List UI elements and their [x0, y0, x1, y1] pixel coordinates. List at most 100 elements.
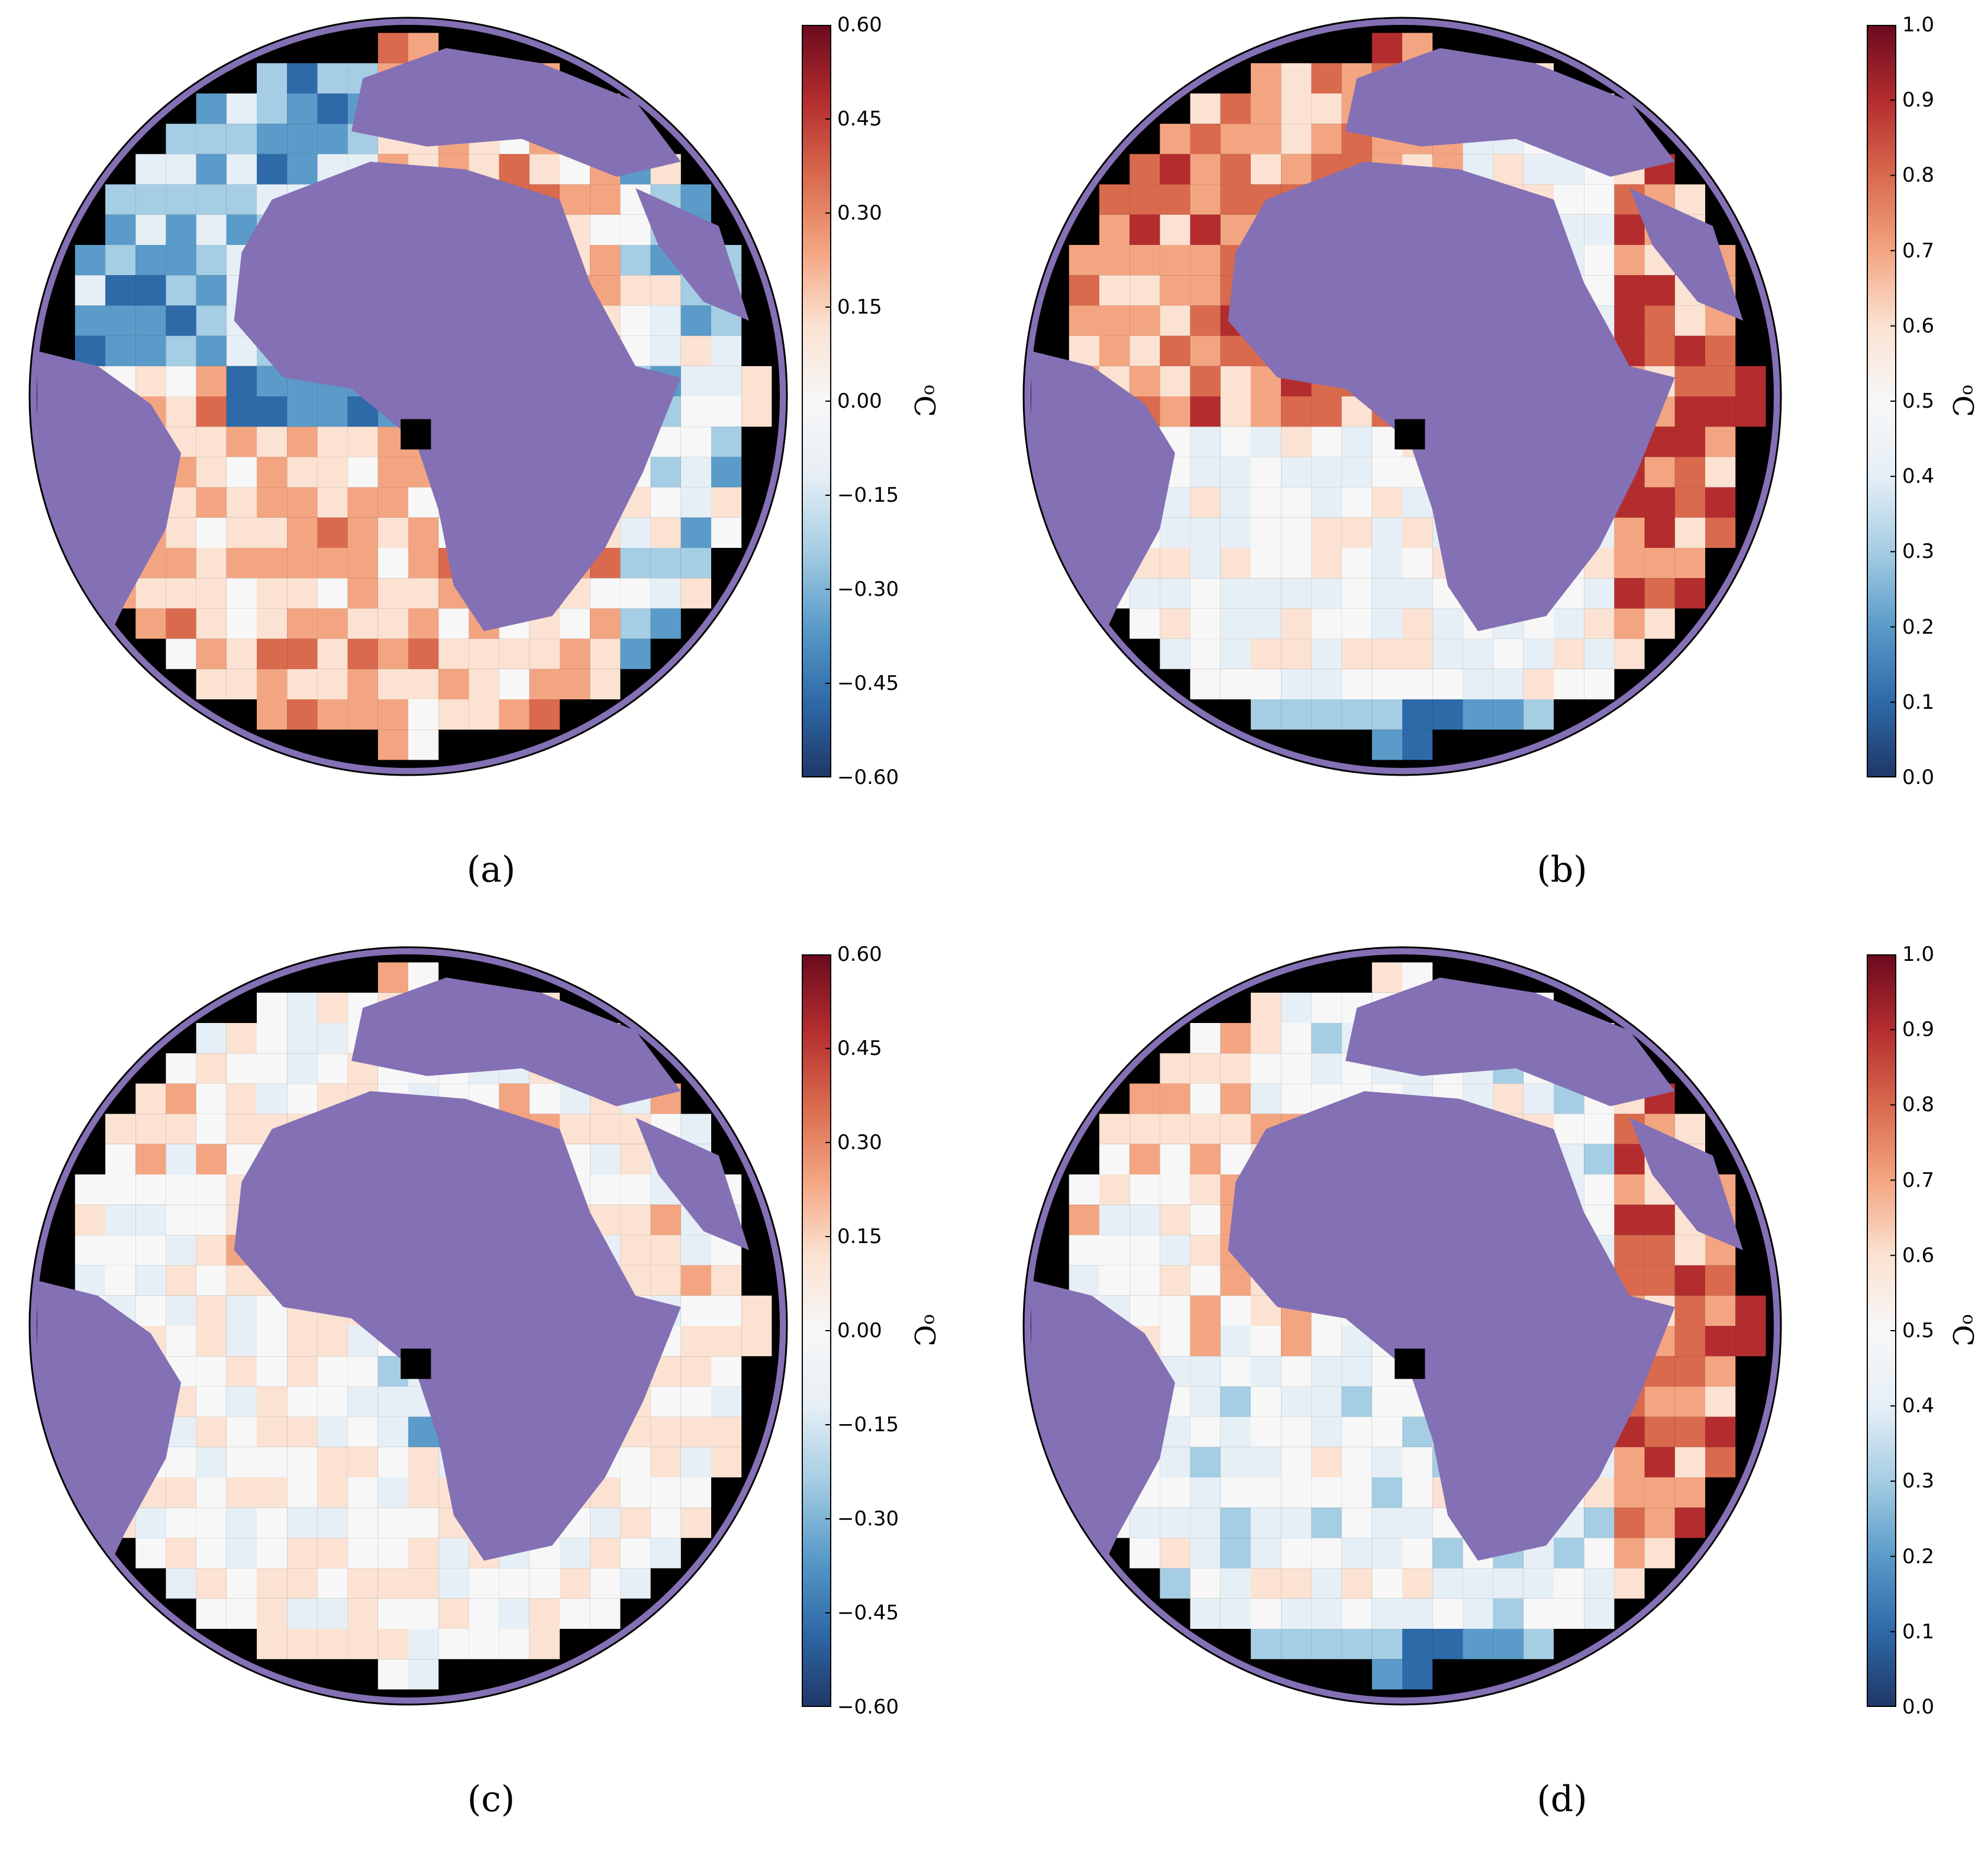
grid-cell — [1160, 1174, 1190, 1205]
grid-cell — [1705, 1416, 1736, 1447]
grid-cell — [1190, 578, 1221, 609]
colorbar-tick-label: −0.30 — [837, 577, 899, 601]
grid-cell — [1099, 245, 1130, 276]
globe-edge-land — [1024, 947, 1781, 1705]
grid-cell — [1251, 578, 1282, 609]
grid-cell — [226, 1295, 257, 1326]
grid-cell — [1220, 1598, 1251, 1629]
grid-cell — [1220, 1023, 1251, 1054]
grid-cell — [377, 517, 408, 548]
grid-cell — [560, 1538, 590, 1568]
grid-cell — [1129, 335, 1160, 366]
grid-cell — [1251, 669, 1282, 699]
grid-cell — [1160, 1326, 1190, 1357]
grid-cell — [1251, 1356, 1282, 1387]
colorbar-tick-labels: 1.0 0.9 0.8 0.7 0.6 0.5 0.4 0.3 0.2 0.1 0.0 — [1902, 944, 1961, 1717]
grid-cell — [196, 335, 227, 366]
grid-cell — [1371, 1508, 1402, 1538]
grid-cell — [1644, 335, 1675, 366]
grid-cell — [529, 1629, 560, 1660]
grid-cell — [408, 669, 439, 699]
grid-cell — [226, 1416, 257, 1447]
colorbar-tick-label: 0.2 — [1902, 615, 1935, 639]
grid-cell — [1523, 1568, 1554, 1599]
panel-caption: (c) — [467, 1779, 515, 1820]
grid-cell — [1493, 154, 1524, 185]
colorbar — [802, 954, 831, 1707]
grid-cell — [257, 517, 288, 548]
grid-cell — [226, 154, 257, 185]
grid-cell — [196, 1356, 227, 1387]
grid-cell — [1614, 1174, 1645, 1205]
grid-cell — [287, 608, 318, 639]
grid-cell — [347, 669, 378, 699]
grid-cell — [1160, 396, 1190, 427]
grid-cell — [1281, 487, 1312, 518]
grid-cell — [166, 1205, 196, 1235]
grid-cell — [1220, 396, 1251, 427]
grid-cell — [1281, 63, 1312, 93]
grid-cell — [257, 1386, 288, 1417]
grid-cell — [1281, 699, 1312, 730]
grid-cell — [317, 487, 348, 518]
grid-cell — [438, 638, 469, 669]
grid-cell — [1129, 214, 1160, 245]
grid-cell — [529, 1598, 560, 1629]
grid-cell — [1614, 1477, 1645, 1508]
grid-cell — [1129, 154, 1160, 185]
grid-cell — [408, 1659, 439, 1690]
grid-cell — [1190, 1508, 1221, 1538]
grid-cell — [1311, 669, 1342, 699]
grid-cell — [1371, 608, 1402, 639]
grid-cell — [347, 1356, 378, 1387]
grid-cell — [1311, 992, 1342, 1023]
colorbar-tick-label: 0.1 — [1902, 690, 1935, 714]
colorbar-tick-label: 1.0 — [1902, 943, 1935, 966]
grid-cell — [711, 1295, 742, 1326]
colorbar-tick-label: 0.7 — [1902, 238, 1935, 263]
grid-cell — [438, 669, 469, 699]
grid-cell — [317, 93, 348, 124]
grid-cell — [1432, 638, 1463, 669]
grid-cell — [287, 1568, 318, 1599]
grid-cell — [1220, 1416, 1251, 1447]
grid-cell — [166, 517, 196, 548]
grid-cell — [1311, 1508, 1342, 1538]
grid-cell — [105, 184, 136, 215]
grid-cell — [135, 1295, 166, 1326]
grid-cell — [1584, 1144, 1615, 1174]
grid-cell — [196, 669, 227, 699]
grid-cell — [166, 154, 196, 185]
grid-cell — [317, 1538, 348, 1568]
colorbar — [1867, 25, 1896, 777]
grid-cell — [317, 1568, 348, 1599]
grid-cell — [1190, 335, 1221, 366]
grid-cell — [1644, 1265, 1675, 1296]
grid-cell — [1705, 517, 1736, 548]
grid-cell — [287, 154, 318, 185]
grid-cell — [166, 214, 196, 245]
grid-cell — [620, 1538, 651, 1568]
grid-cell — [287, 517, 318, 548]
grid-cell — [1371, 1598, 1402, 1629]
grid-cell — [287, 1083, 318, 1114]
grid-cell — [408, 638, 439, 669]
grid-cell — [1554, 1568, 1584, 1599]
unit-label: oC — [1946, 1314, 1979, 1347]
grid-cell — [1129, 608, 1160, 639]
unit-label: oC — [908, 385, 941, 417]
colorbar-tick-label: 0.4 — [1902, 1394, 1935, 1418]
grid-cell — [650, 305, 681, 336]
grid-cell — [1190, 638, 1221, 669]
grid-cell — [257, 1477, 288, 1508]
grid-cell — [1251, 548, 1282, 579]
grid-cell — [377, 33, 408, 63]
grid-cell — [196, 1265, 227, 1296]
grid-cell — [377, 1416, 408, 1447]
grid-cell — [1523, 1598, 1554, 1629]
grid-cell — [1220, 1326, 1251, 1357]
grid-cell — [1463, 638, 1493, 669]
grid-cell — [680, 1416, 711, 1447]
missing-cell — [401, 1348, 431, 1379]
grid-cell — [1160, 1295, 1190, 1326]
